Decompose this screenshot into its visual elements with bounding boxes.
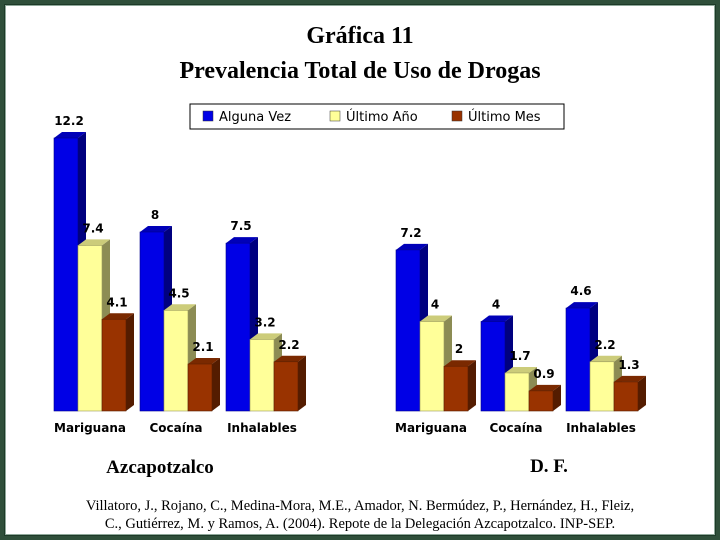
- bars-layer: [53, 132, 646, 412]
- bar-top-azcapotzalco-inhalables-alguna-vez: [226, 237, 258, 244]
- chart-frame: [4, 4, 716, 536]
- citation-line-1: Villatoro, J., Rojano, C., Medina-Mora, …: [86, 498, 634, 514]
- data-label-azcapotzalco-inhalables-ultimo-mes: 2.2: [278, 338, 299, 352]
- category-label-df-inhalables: Inhalables: [566, 421, 636, 435]
- data-label-df-mariguana-ultimo-ano: 4: [431, 297, 439, 311]
- bar-top-df-mariguana-ultimo-ano: [420, 315, 452, 322]
- bar-azcapotzalco-inhalables-ultimo-ano: [249, 339, 275, 412]
- data-label-df-inhalables-ultimo-mes: 1.3: [618, 358, 639, 372]
- bar-azcapotzalco-mariguana-ultimo-ano: [77, 245, 103, 412]
- bar-azcapotzalco-mariguana-alguna-vez: [53, 137, 79, 412]
- bar-side-df-inhalables-ultimo-mes: [638, 375, 646, 411]
- legend: Alguna Vez Último Año Último Mes: [189, 103, 565, 130]
- bar-top-azcapotzalco-mariguana-ultimo-ano: [78, 239, 110, 246]
- bar-top-df-cocaina-alguna-vez: [481, 315, 513, 322]
- bar-df-cocaina-alguna-vez: [480, 321, 506, 412]
- data-label-azcapotzalco-cocaina-ultimo-ano: 4.5: [168, 286, 189, 300]
- data-label-azcapotzalco-inhalables-alguna-vez: 7.5: [230, 219, 251, 233]
- data-label-azcapotzalco-mariguana-ultimo-ano: 7.4: [82, 221, 103, 235]
- data-label-df-cocaina-ultimo-mes: 0.9: [533, 367, 554, 381]
- bar-df-cocaina-ultimo-ano: [504, 372, 530, 412]
- bar-top-df-cocaina-ultimo-mes: [529, 384, 561, 391]
- bar-azcapotzalco-inhalables-alguna-vez: [225, 242, 251, 412]
- data-label-azcapotzalco-inhalables-ultimo-ano: 3.2: [254, 315, 275, 329]
- bar-azcapotzalco-inhalables-ultimo-mes: [273, 361, 299, 412]
- legend-label-ultimo-ano: Último Año: [346, 109, 418, 125]
- data-label-azcapotzalco-cocaina-ultimo-mes: 2.1: [192, 340, 213, 354]
- chart-title: Gráfica 11: [306, 23, 413, 49]
- category-label-azcapotzalco-inhalables: Inhalables: [227, 421, 297, 435]
- data-label-df-cocaina-alguna-vez: 4: [492, 297, 500, 311]
- legend-swatch-ultimo-mes: [451, 110, 463, 122]
- bar-top-azcapotzalco-mariguana-ultimo-mes: [102, 313, 134, 320]
- bar-top-df-mariguana-ultimo-mes: [444, 360, 476, 367]
- panel-title-azcapotzalco: Azcapotzalco: [106, 457, 214, 478]
- data-label-azcapotzalco-mariguana-ultimo-mes: 4.1: [106, 295, 127, 309]
- bar-top-azcapotzalco-cocaina-alguna-vez: [140, 225, 172, 232]
- bar-side-azcapotzalco-mariguana-ultimo-mes: [126, 313, 134, 411]
- bar-azcapotzalco-mariguana-ultimo-mes: [101, 318, 127, 412]
- bar-df-mariguana-ultimo-ano: [419, 321, 445, 412]
- category-label-azcapotzalco-mariguana: Mariguana: [54, 421, 126, 435]
- bar-side-df-cocaina-ultimo-mes: [553, 384, 561, 411]
- legend-label-alguna-vez: Alguna Vez: [219, 110, 291, 125]
- bar-top-azcapotzalco-cocaina-ultimo-mes: [188, 358, 220, 365]
- bar-top-azcapotzalco-mariguana-alguna-vez: [54, 132, 86, 138]
- legend-label-ultimo-mes: Último Mes: [468, 109, 541, 125]
- bar-azcapotzalco-cocaina-ultimo-ano: [163, 310, 189, 412]
- bar-azcapotzalco-cocaina-alguna-vez: [139, 231, 165, 412]
- bar-top-azcapotzalco-inhalables-ultimo-mes: [274, 355, 306, 362]
- bar-df-cocaina-ultimo-mes: [528, 390, 554, 412]
- bar-df-mariguana-ultimo-mes: [443, 365, 469, 412]
- data-label-df-inhalables-alguna-vez: 4.6: [570, 284, 591, 298]
- bar-df-mariguana-alguna-vez: [395, 249, 421, 412]
- labels-layer: 12.27.44.1Mariguana84.52.1Cocaína7.53.22…: [54, 114, 640, 435]
- bar-df-inhalables-ultimo-ano: [589, 361, 615, 412]
- category-label-df-mariguana: Mariguana: [395, 421, 467, 435]
- data-label-azcapotzalco-cocaina-alguna-vez: 8: [151, 208, 159, 222]
- data-label-df-mariguana-alguna-vez: 7.2: [400, 226, 421, 240]
- bar-df-inhalables-alguna-vez: [565, 307, 591, 412]
- data-label-azcapotzalco-mariguana-alguna-vez: 12.2: [54, 114, 84, 128]
- legend-swatch-alguna-vez: [202, 110, 214, 122]
- bar-top-df-mariguana-alguna-vez: [396, 243, 428, 250]
- bar-top-azcapotzalco-cocaina-ultimo-ano: [164, 304, 196, 311]
- category-label-azcapotzalco-cocaina: Cocaína: [149, 421, 202, 435]
- panel-title-df: D. F.: [530, 456, 568, 477]
- data-label-df-inhalables-ultimo-ano: 2.2: [594, 338, 615, 352]
- bar-side-df-mariguana-ultimo-mes: [468, 360, 476, 411]
- bar-top-azcapotzalco-inhalables-ultimo-ano: [250, 333, 282, 340]
- chart-subtitle: Prevalencia Total de Uso de Drogas: [179, 58, 540, 84]
- data-label-df-cocaina-ultimo-ano: 1.7: [509, 349, 530, 363]
- bar-df-inhalables-ultimo-mes: [613, 381, 639, 412]
- legend-box: [189, 103, 565, 130]
- bar-side-azcapotzalco-cocaina-ultimo-mes: [212, 358, 220, 411]
- bar-top-df-inhalables-ultimo-ano: [590, 355, 622, 362]
- bar-top-df-cocaina-ultimo-ano: [505, 366, 537, 373]
- bar-azcapotzalco-cocaina-ultimo-mes: [187, 363, 213, 412]
- bar-top-df-inhalables-alguna-vez: [566, 302, 598, 309]
- category-label-df-cocaina: Cocaína: [489, 421, 542, 435]
- data-label-df-mariguana-ultimo-mes: 2: [455, 342, 463, 356]
- bar-top-df-inhalables-ultimo-mes: [614, 375, 646, 382]
- legend-swatch-ultimo-ano: [329, 110, 341, 122]
- citation-line-2: C., Gutiérrez, M. y Ramos, A. (2004). Re…: [105, 516, 615, 532]
- bar-side-azcapotzalco-inhalables-ultimo-mes: [298, 355, 306, 411]
